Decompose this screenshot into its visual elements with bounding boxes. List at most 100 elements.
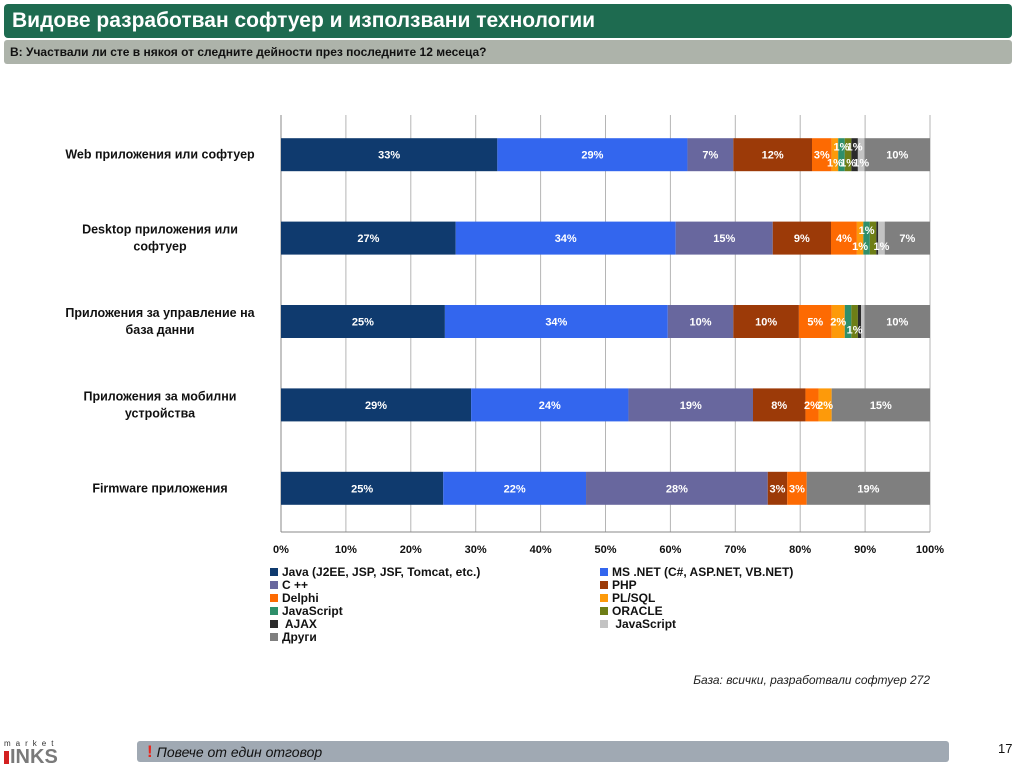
legend-label: ORACLE bbox=[612, 603, 663, 618]
data-label: 4% bbox=[836, 233, 852, 245]
category-label: Приложения за мобилни bbox=[84, 389, 237, 403]
legend-label: Java (J2EE, JSP, JSF, Tomcat, etc.) bbox=[282, 564, 481, 579]
legend-label: JavaScript bbox=[282, 603, 343, 618]
data-label: 2% bbox=[804, 400, 820, 412]
data-label: 34% bbox=[545, 317, 567, 329]
legend-swatch bbox=[270, 580, 278, 589]
legend-label: Delphi bbox=[282, 590, 319, 605]
data-label: 1% bbox=[827, 158, 843, 170]
base-note: База: всички, разработвали софтуер 272 bbox=[693, 673, 930, 687]
bar-segment bbox=[281, 471, 444, 505]
legend-swatch bbox=[270, 606, 278, 615]
bar-segment bbox=[831, 138, 839, 172]
bar-segment bbox=[281, 138, 498, 172]
category-label: Приложения за управление на bbox=[65, 306, 255, 320]
legend-swatch bbox=[600, 567, 608, 576]
data-label: 9% bbox=[794, 233, 810, 245]
bar-segment bbox=[281, 221, 456, 255]
legend-item: MS .NET (C#, ASP.NET, VB.NET) bbox=[600, 564, 890, 579]
data-label: 3% bbox=[789, 483, 805, 495]
bar-segment bbox=[798, 305, 832, 338]
x-tick-label: 0% bbox=[273, 544, 289, 556]
data-label: 3% bbox=[770, 483, 786, 495]
data-label: 28% bbox=[666, 483, 688, 495]
legend-item: Други bbox=[270, 630, 600, 644]
legend-swatch bbox=[270, 567, 278, 576]
bar-segment bbox=[851, 305, 858, 338]
logo-red-bar bbox=[4, 751, 9, 764]
legend: Java (J2EE, JSP, JSF, Tomcat, etc.) MS .N… bbox=[270, 564, 890, 644]
stacked-bar-chart: 33% 29% 7% 12% 3%1%1%1%1%1%10%27% 34% 15% 9% 4%1… bbox=[65, 115, 944, 556]
category-label: Desktop приложения или bbox=[82, 223, 238, 237]
data-label: 3% bbox=[814, 150, 830, 162]
bar-segment bbox=[805, 388, 819, 422]
footer-note-bar: ! Повече от един отговор bbox=[137, 741, 949, 762]
market-links-logo: market INKS bbox=[4, 740, 80, 767]
x-tick-label: 60% bbox=[659, 544, 681, 556]
data-label: 1% bbox=[847, 142, 863, 154]
bar-segment bbox=[876, 221, 879, 255]
legend-label: C ++ bbox=[282, 577, 309, 592]
legend-swatch bbox=[270, 619, 278, 628]
data-label: 1% bbox=[874, 241, 890, 253]
bars bbox=[281, 138, 930, 505]
legend-label: JavaScript bbox=[612, 616, 677, 631]
data-label: 19% bbox=[680, 400, 702, 412]
data-label: 12% bbox=[762, 150, 784, 162]
question-text: В: Участвали ли сте в някоя от следните … bbox=[4, 40, 1012, 64]
bar-segment bbox=[864, 305, 930, 338]
data-label: 15% bbox=[870, 400, 892, 412]
bar-segment bbox=[861, 305, 865, 338]
bar-segment bbox=[443, 471, 587, 505]
legend-label: AJAX bbox=[282, 616, 317, 631]
legend-swatch bbox=[600, 580, 608, 589]
data-label: 25% bbox=[352, 317, 374, 329]
legend-item: AJAX bbox=[270, 616, 600, 631]
bar-segment bbox=[812, 138, 832, 172]
legend-item: ORACLE bbox=[600, 603, 890, 618]
data-label: 5% bbox=[807, 317, 823, 329]
legend-item: PL/SQL bbox=[600, 591, 890, 605]
legend-item: C ++ bbox=[270, 577, 600, 592]
legend-item: JavaScript bbox=[600, 616, 890, 631]
x-axis-ticks: 0% 10% 20% 30% 40% 50% 60% 70% 80% 90% 100% bbox=[273, 544, 944, 556]
bar-segment bbox=[675, 221, 773, 255]
bar-segment bbox=[787, 471, 807, 505]
data-label: 29% bbox=[365, 400, 387, 412]
bar-segment bbox=[772, 221, 831, 255]
data-label: 19% bbox=[857, 483, 879, 495]
bar-segment bbox=[831, 388, 930, 422]
data-label: 7% bbox=[899, 233, 915, 245]
bar-segment bbox=[838, 138, 845, 172]
bar-segment bbox=[818, 388, 832, 422]
legend-swatch bbox=[270, 593, 278, 602]
legend-item: JavaScript bbox=[270, 603, 600, 618]
bar-segment bbox=[753, 388, 806, 422]
bar-segment bbox=[844, 138, 852, 172]
exclamation-icon: ! bbox=[147, 742, 153, 761]
page-number: 17 bbox=[998, 741, 1013, 756]
data-label: 1% bbox=[852, 241, 868, 253]
slide-title: Видове разработван софтуер и използвани … bbox=[4, 4, 1012, 38]
data-label: 24% bbox=[539, 400, 561, 412]
bar-segment bbox=[497, 138, 688, 172]
legend-label: MS .NET (C#, ASP.NET, VB.NET) bbox=[612, 564, 794, 579]
bar-segment bbox=[878, 221, 885, 255]
data-label: 1% bbox=[847, 325, 863, 337]
x-tick-label: 80% bbox=[789, 544, 811, 556]
data-label: 22% bbox=[504, 483, 526, 495]
bar-segment bbox=[281, 388, 472, 422]
bar-segment bbox=[857, 305, 862, 338]
bar-segment bbox=[687, 138, 734, 172]
x-tick-label: 90% bbox=[854, 544, 876, 556]
legend-item: PHP bbox=[600, 578, 890, 592]
data-label: 2% bbox=[830, 317, 846, 329]
bar-segment bbox=[471, 388, 629, 422]
data-label: 27% bbox=[357, 233, 379, 245]
x-tick-label: 40% bbox=[530, 544, 552, 556]
legend-swatch bbox=[270, 632, 278, 641]
data-label: 7% bbox=[702, 150, 718, 162]
category-label: Firmware приложения bbox=[92, 481, 227, 495]
bar-segment bbox=[869, 221, 877, 255]
data-label: 15% bbox=[713, 233, 735, 245]
